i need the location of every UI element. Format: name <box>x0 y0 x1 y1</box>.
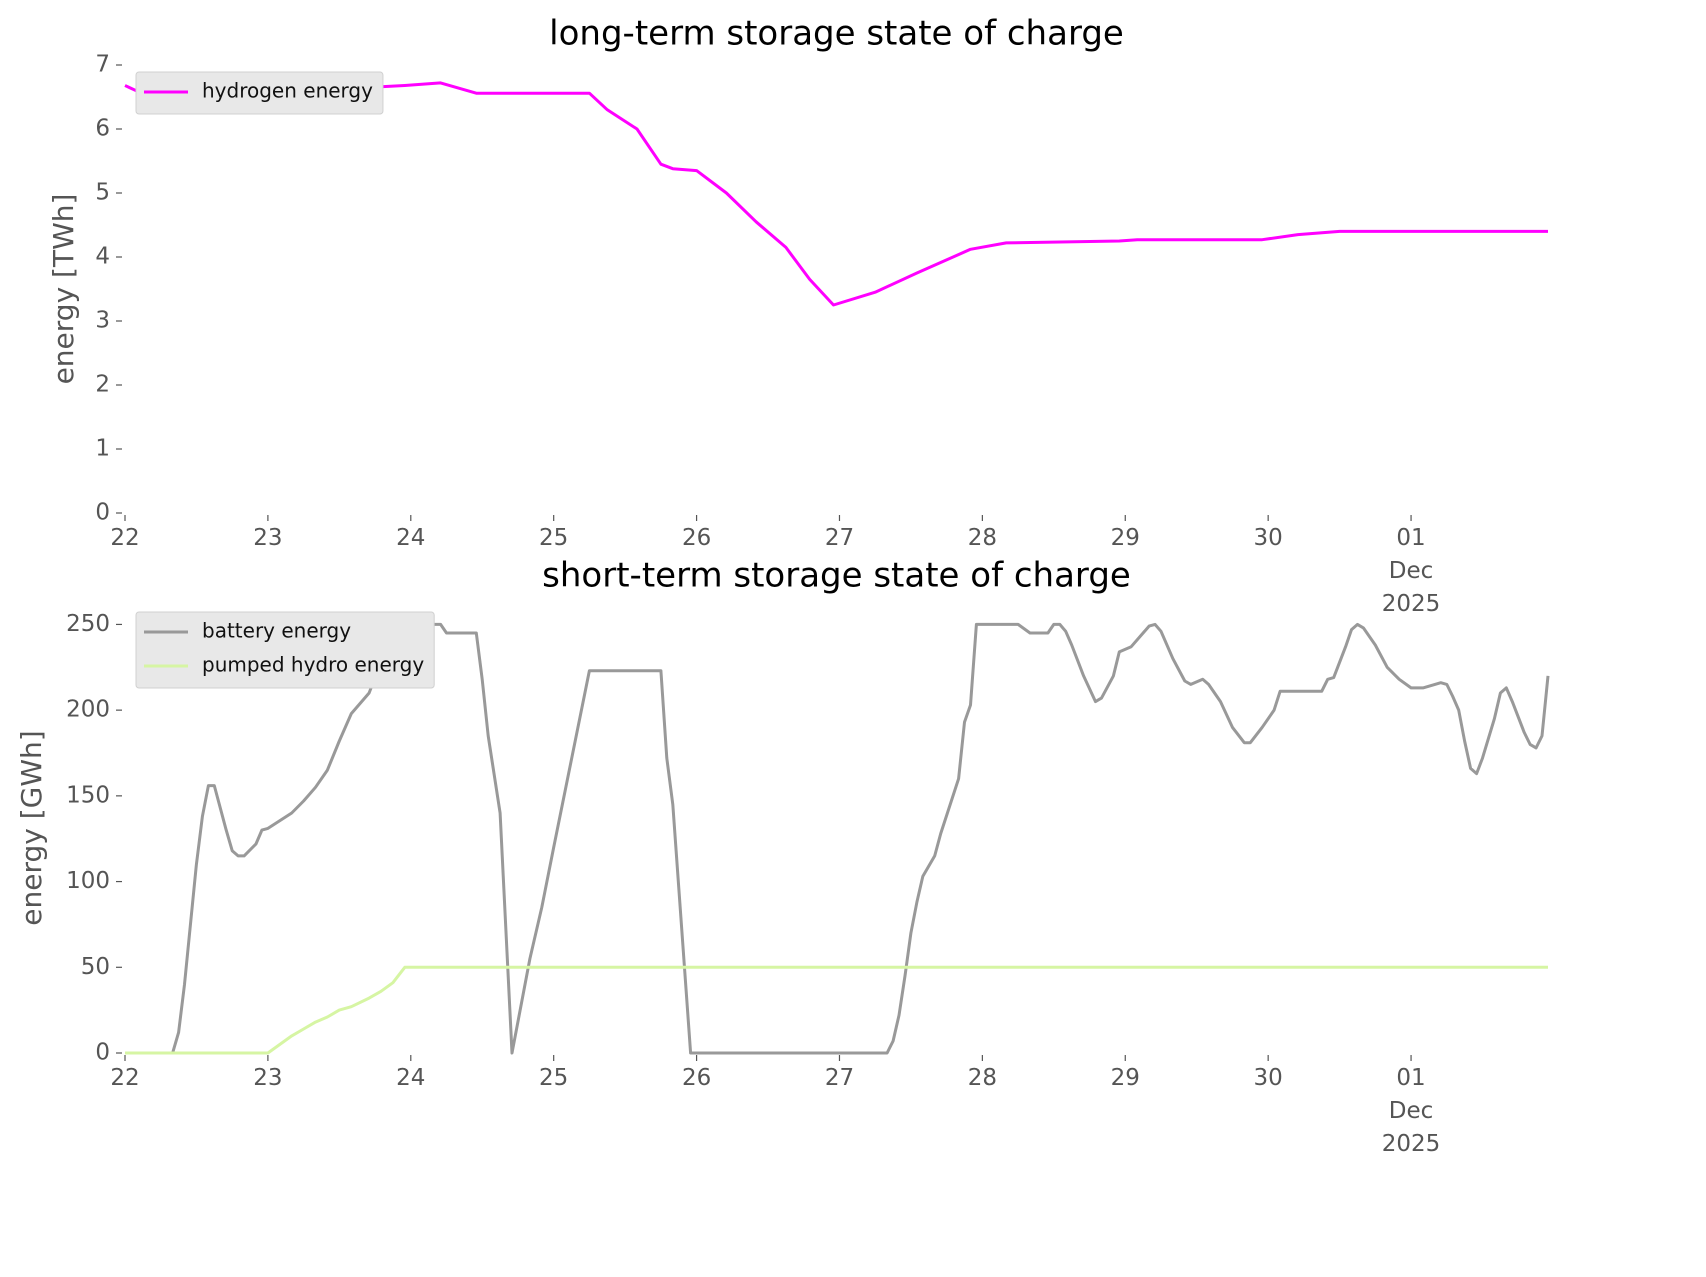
y-tick-label: 5 <box>95 180 110 206</box>
chart-title: long-term storage state of charge <box>549 14 1124 54</box>
x-tick-label: 24 <box>396 525 426 551</box>
x-tick-label: 01 Dec 2025 <box>1381 1065 1441 1157</box>
x-tick-label: 22 <box>110 1065 140 1091</box>
x-tick-label: 25 <box>539 1065 569 1091</box>
legend-box <box>135 71 384 115</box>
x-tick-label: 28 <box>967 525 997 551</box>
x-tick-label: 24 <box>396 1065 426 1091</box>
x-tick-label: 23 <box>253 1065 283 1091</box>
x-tick-label: 01 Dec 2025 <box>1381 525 1441 617</box>
x-tick-label: 30 <box>1253 525 1283 551</box>
y-tick-label: 3 <box>95 308 110 334</box>
x-tick-label: 26 <box>681 1065 712 1091</box>
x-tick-label: 29 <box>1110 525 1140 551</box>
series-line <box>125 622 1550 1055</box>
chart-title: short-term storage state of charge <box>542 556 1131 596</box>
y-tick-label: 250 <box>66 611 110 637</box>
legend-label: pumped hydro energy <box>202 653 424 677</box>
x-tick-label: 30 <box>1253 1065 1283 1091</box>
y-tick-label: 0 <box>95 1040 110 1066</box>
y-tick-label: 4 <box>95 244 110 270</box>
y-tick-label: 7 <box>95 52 110 78</box>
y-tick-label: 6 <box>95 116 110 142</box>
x-tick-label: 27 <box>824 525 855 551</box>
legend-box <box>135 611 435 689</box>
x-tick-label: 29 <box>1110 1065 1140 1091</box>
y-tick-label: 200 <box>66 697 110 723</box>
x-tick-label: 26 <box>681 525 712 551</box>
y-axis-label: energy [TWh] <box>47 194 80 385</box>
x-tick-label: 22 <box>110 525 140 551</box>
series-line <box>125 965 1548 1055</box>
x-tick-label: 23 <box>253 525 283 551</box>
legend-label: hydrogen energy <box>202 79 373 103</box>
legend-label: battery energy <box>202 619 351 643</box>
y-tick-label: 1 <box>95 436 110 462</box>
y-tick-label: 100 <box>66 868 110 894</box>
y-axis-label: energy [GWh] <box>15 730 48 925</box>
y-tick-label: 2 <box>95 372 110 398</box>
y-tick-label: 0 <box>95 500 110 526</box>
y-tick-label: 50 <box>81 954 110 980</box>
y-tick-label: 150 <box>66 782 110 808</box>
x-tick-label: 27 <box>824 1065 855 1091</box>
x-tick-label: 28 <box>967 1065 997 1091</box>
series-line <box>124 81 1548 307</box>
x-tick-label: 25 <box>539 525 569 551</box>
